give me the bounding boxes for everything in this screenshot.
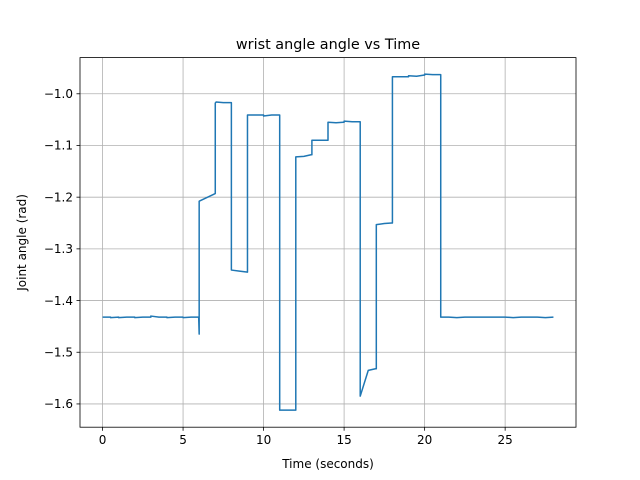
x-tick-label: 5 [179, 433, 187, 447]
series-line [102, 73, 554, 411]
y-tick-label: −1.1 [44, 139, 73, 153]
x-tick-label: 10 [256, 433, 271, 447]
y-tick-label: −1.5 [44, 345, 73, 359]
x-tick-label: 15 [336, 433, 351, 447]
x-axis-label: Time (seconds) [281, 457, 374, 471]
x-axis-ticks: 0 5 10 15 20 25 [99, 427, 513, 447]
x-tick-label: 0 [99, 433, 107, 447]
y-tick-label: −1.6 [44, 397, 73, 411]
x-tick-label: 25 [498, 433, 513, 447]
y-axis-ticks: −1.6 −1.5 −1.4 −1.3 −1.2 −1.1 −1.0 [44, 87, 80, 411]
x-tick-label: 20 [417, 433, 432, 447]
y-axis-label: Joint angle (rad) [15, 194, 29, 292]
y-tick-label: −1.4 [44, 294, 73, 308]
y-tick-label: −1.3 [44, 242, 73, 256]
grid-lines [80, 57, 576, 428]
y-tick-label: −1.0 [44, 87, 73, 101]
y-tick-label: −1.2 [44, 190, 73, 204]
plot-frame [79, 57, 577, 428]
chart-title: wrist angle angle vs Time [236, 37, 420, 53]
